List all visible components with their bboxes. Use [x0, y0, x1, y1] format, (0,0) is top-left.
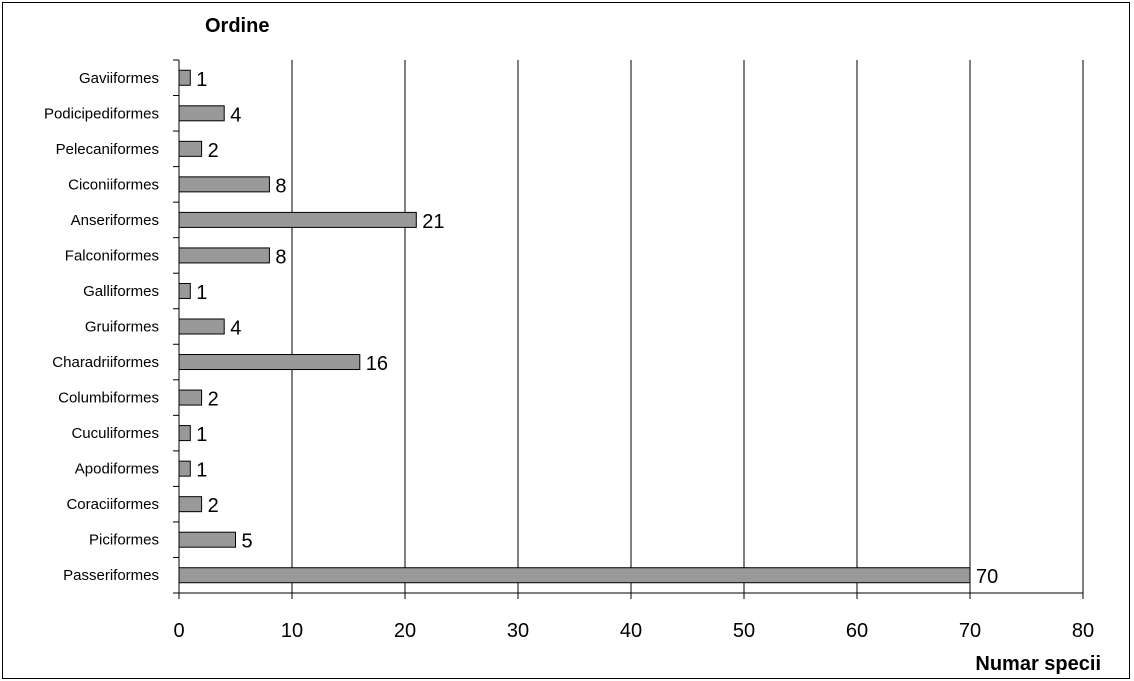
category-labels: Gaviiformes Podicipediformes Pelecaniforme… [44, 70, 159, 584]
data-label: 8 [275, 246, 286, 268]
x-tick-label: 0 [173, 620, 184, 642]
bar-passeriformes [178, 567, 971, 584]
x-axis-title: Numar specii [975, 653, 1101, 675]
bar-galliformes [178, 282, 191, 299]
bar-apodiformes [178, 460, 191, 477]
bar-podicipediformes [178, 105, 225, 122]
bar-pelecaniformes [178, 140, 203, 157]
category-label: Ciconiiformes [68, 176, 159, 193]
bar-gaviiformes [178, 69, 191, 86]
x-tick-label: 30 [507, 620, 529, 642]
data-label: 2 [208, 389, 219, 411]
category-label: Podicipediformes [44, 105, 159, 122]
category-label: Columbiformes [58, 390, 159, 407]
category-label: Gruiformes [85, 319, 159, 336]
data-label: 1 [196, 424, 207, 446]
data-label: 1 [196, 460, 207, 482]
bar-ciconiiformes [178, 176, 270, 193]
data-label: 4 [230, 318, 241, 340]
category-label: Passeriformes [63, 567, 159, 584]
category-label: Coraciiformes [66, 496, 159, 513]
category-label: Apodiformes [75, 461, 159, 478]
x-tick-label: 60 [846, 620, 868, 642]
x-tick-label: 80 [1072, 620, 1094, 642]
bar-gruiformes [178, 318, 225, 335]
bars [178, 69, 971, 584]
x-tick-label: 40 [620, 620, 642, 642]
category-label: Anseriformes [71, 212, 159, 229]
data-label: 8 [275, 175, 286, 197]
bar-columbiformes [178, 389, 203, 406]
data-label: 16 [366, 353, 388, 375]
category-label: Falconiformes [65, 247, 159, 264]
bar-anseriformes [178, 211, 417, 228]
data-label: 70 [976, 566, 998, 588]
axes [173, 59, 1084, 599]
x-tick-label: 70 [959, 620, 981, 642]
category-label: Pelecaniformes [56, 141, 159, 158]
y-axis-title: Ordine [205, 15, 269, 37]
x-tick-label: 50 [733, 620, 755, 642]
bar-coraciiformes [178, 496, 203, 513]
category-label: Cuculiformes [71, 425, 159, 442]
bar-cuculiformes [178, 425, 191, 442]
data-label: 4 [230, 104, 241, 126]
data-label: 2 [208, 140, 219, 162]
data-label: 1 [196, 69, 207, 91]
x-tick-label: 20 [394, 620, 416, 642]
x-tick-label: 10 [281, 620, 303, 642]
category-label: Galliformes [83, 283, 159, 300]
category-label: Piciformes [89, 532, 159, 549]
gridlines [291, 60, 1084, 593]
data-label: 1 [196, 282, 207, 304]
data-label: 5 [242, 531, 253, 553]
x-tick-labels: 0 10 20 30 40 50 60 70 80 [173, 620, 1094, 642]
category-label: Gaviiformes [79, 70, 159, 87]
bar-piciformes [178, 531, 236, 548]
bar-falconiformes [178, 247, 270, 264]
data-label: 2 [208, 495, 219, 517]
bar-charadriiformes [178, 354, 361, 371]
data-label: 21 [422, 211, 444, 233]
category-label: Charadriiformes [52, 354, 159, 371]
